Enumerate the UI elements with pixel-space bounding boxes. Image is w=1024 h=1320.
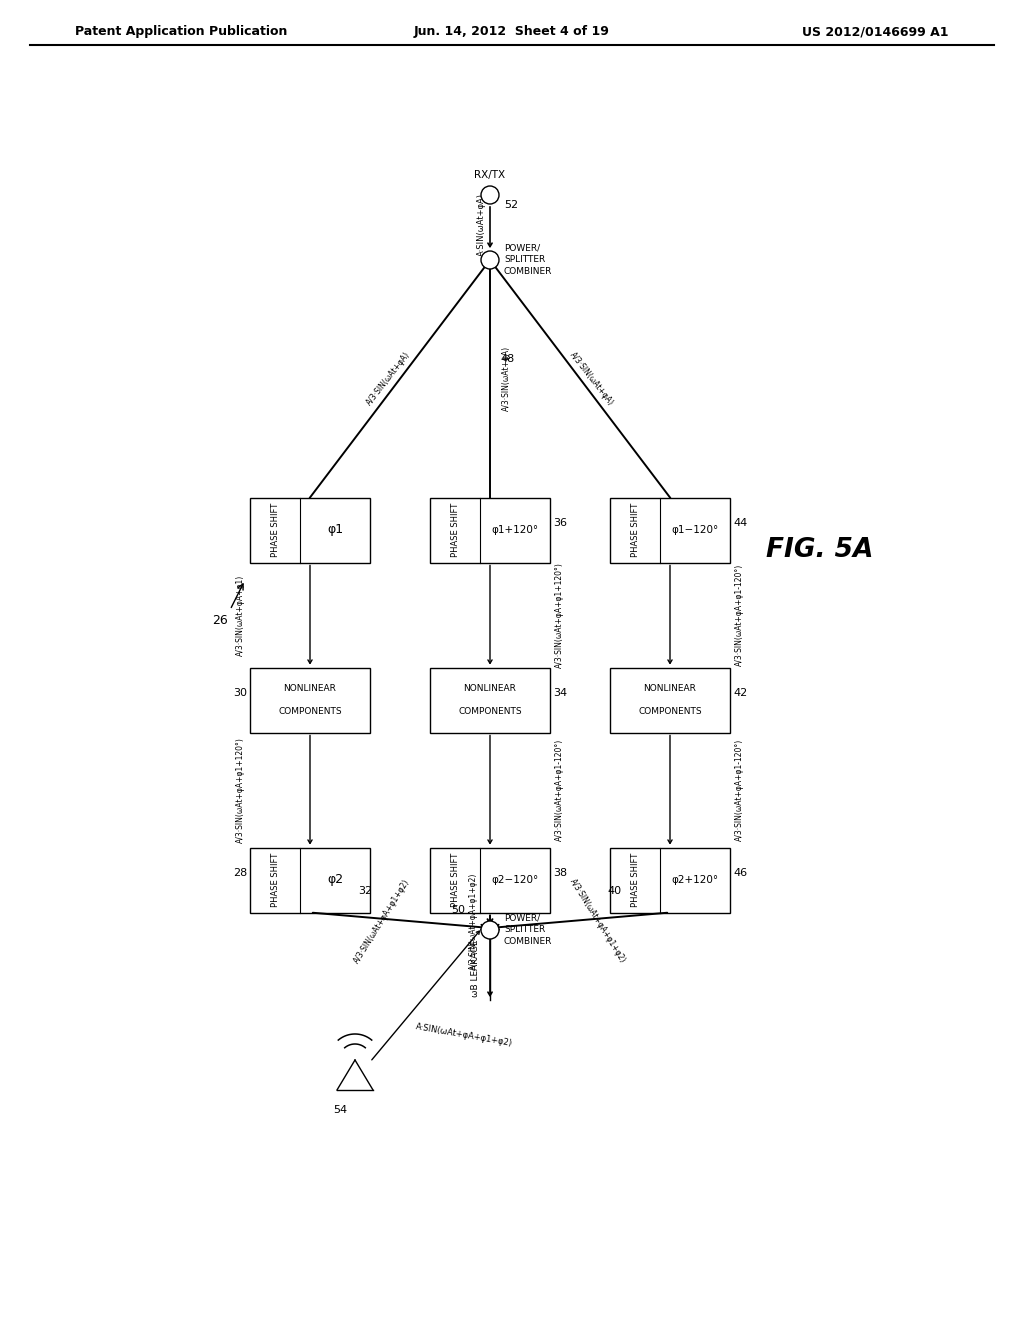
Bar bbox=[430, 847, 550, 912]
Text: A/3·SIN(ωAt+φA): A/3·SIN(ωAt+φA) bbox=[365, 350, 412, 407]
Bar bbox=[430, 498, 550, 562]
Bar bbox=[610, 668, 730, 733]
Text: COMPONENTS: COMPONENTS bbox=[458, 708, 522, 717]
Bar bbox=[250, 668, 370, 733]
Text: A/3·SIN(ωAt+φA): A/3·SIN(ωAt+φA) bbox=[568, 350, 615, 407]
Text: A·SIN(ωAt+φA): A·SIN(ωAt+φA) bbox=[477, 194, 486, 256]
Text: φ1+120°: φ1+120° bbox=[492, 525, 539, 535]
Text: φ2: φ2 bbox=[327, 874, 343, 887]
Text: NONLINEAR: NONLINEAR bbox=[464, 684, 516, 693]
Text: PHASE SHIFT: PHASE SHIFT bbox=[451, 853, 460, 907]
Text: A/3·SIN(ωAt+φA+φ1-120°): A/3·SIN(ωAt+φA+φ1-120°) bbox=[735, 739, 744, 841]
Text: A/3·SIN(ωAt+φA+φ1-120°): A/3·SIN(ωAt+φA+φ1-120°) bbox=[555, 739, 564, 841]
Text: 54: 54 bbox=[333, 1105, 347, 1115]
Bar bbox=[250, 498, 370, 562]
Text: A·SIN(ωAt+φA+φ1+φ2): A·SIN(ωAt+φA+φ1+φ2) bbox=[415, 1022, 513, 1048]
Text: PHASE SHIFT: PHASE SHIFT bbox=[270, 503, 280, 557]
Text: 32: 32 bbox=[358, 886, 372, 896]
Text: A/3·SIN(ωAt+φA+φ1+φ2): A/3·SIN(ωAt+φA+φ1+φ2) bbox=[568, 878, 628, 965]
Text: 44: 44 bbox=[733, 519, 748, 528]
Text: POWER/
SPLITTER
COMBINER: POWER/ SPLITTER COMBINER bbox=[504, 913, 552, 946]
Text: 48: 48 bbox=[500, 354, 514, 364]
Text: PHASE SHIFT: PHASE SHIFT bbox=[631, 853, 640, 907]
Text: 26: 26 bbox=[212, 614, 228, 627]
Text: A/3·SIN(ωAt+φA+φ1+120°): A/3·SIN(ωAt+φA+φ1+120°) bbox=[555, 562, 564, 668]
Text: 38: 38 bbox=[553, 869, 567, 879]
Text: COMPONENTS: COMPONENTS bbox=[638, 708, 701, 717]
Text: RX/TX: RX/TX bbox=[474, 170, 506, 180]
Text: 28: 28 bbox=[232, 869, 247, 879]
Text: 40: 40 bbox=[608, 886, 622, 896]
Circle shape bbox=[481, 921, 499, 939]
Text: 50: 50 bbox=[451, 906, 465, 915]
Text: φ1: φ1 bbox=[327, 524, 343, 536]
Bar bbox=[610, 847, 730, 912]
Text: A/3·SIN(ωAt+φA+φ1+120°): A/3·SIN(ωAt+φA+φ1+120°) bbox=[236, 737, 245, 843]
Text: A/3·SIN(ωAt+φA): A/3·SIN(ωAt+φA) bbox=[502, 346, 511, 412]
Text: FIG. 5A: FIG. 5A bbox=[766, 537, 873, 564]
Text: 46: 46 bbox=[733, 869, 748, 879]
Text: A/3·SIN(ωAt+φA+φ1+φ2): A/3·SIN(ωAt+φA+φ1+φ2) bbox=[469, 873, 478, 970]
Text: 36: 36 bbox=[553, 519, 567, 528]
Text: φ1−120°: φ1−120° bbox=[672, 525, 719, 535]
Bar bbox=[430, 668, 550, 733]
Text: PHASE SHIFT: PHASE SHIFT bbox=[631, 503, 640, 557]
Text: COMPONENTS: COMPONENTS bbox=[279, 708, 342, 717]
Text: NONLINEAR: NONLINEAR bbox=[284, 684, 337, 693]
Bar bbox=[610, 498, 730, 562]
Text: A/3·SIN(ωAt+φA+φ1+φ2): A/3·SIN(ωAt+φA+φ1+φ2) bbox=[352, 878, 412, 965]
Text: PHASE SHIFT: PHASE SHIFT bbox=[451, 503, 460, 557]
Text: ωB LEAKAGE: ωB LEAKAGE bbox=[471, 940, 480, 997]
Text: 34: 34 bbox=[553, 689, 567, 698]
Text: PHASE SHIFT: PHASE SHIFT bbox=[270, 853, 280, 907]
Text: Jun. 14, 2012  Sheet 4 of 19: Jun. 14, 2012 Sheet 4 of 19 bbox=[414, 25, 610, 38]
Text: Patent Application Publication: Patent Application Publication bbox=[75, 25, 288, 38]
Circle shape bbox=[481, 251, 499, 269]
Text: US 2012/0146699 A1: US 2012/0146699 A1 bbox=[803, 25, 949, 38]
Text: 52: 52 bbox=[504, 201, 518, 210]
Text: φ2+120°: φ2+120° bbox=[672, 875, 719, 884]
Circle shape bbox=[481, 186, 499, 205]
Text: A/3·SIN(ωAt+φA+φ1): A/3·SIN(ωAt+φA+φ1) bbox=[236, 574, 245, 656]
Bar bbox=[250, 847, 370, 912]
Text: 30: 30 bbox=[233, 689, 247, 698]
Text: 42: 42 bbox=[733, 689, 748, 698]
Text: NONLINEAR: NONLINEAR bbox=[643, 684, 696, 693]
Text: A/3·SIN(ωAt+φA+φ1-120°): A/3·SIN(ωAt+φA+φ1-120°) bbox=[735, 564, 744, 667]
Text: φ2−120°: φ2−120° bbox=[492, 875, 539, 884]
Text: POWER/
SPLITTER
COMBINER: POWER/ SPLITTER COMBINER bbox=[504, 244, 552, 276]
